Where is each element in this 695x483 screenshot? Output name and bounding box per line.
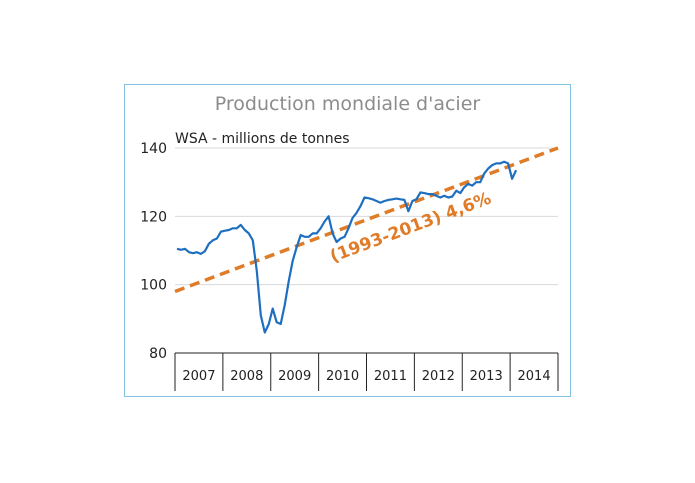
y-tick-label: 140 [140,141,167,157]
y-tick-label: 100 [140,278,167,294]
series-group [176,160,518,334]
x-tick-label: 2013 [470,369,503,384]
trend-label: (1993-2013) 4,6% [327,189,493,267]
x-tick-label: 2012 [422,369,455,384]
trend-line-group: (1993-2013) 4,6% [174,146,559,294]
trend-line [174,146,559,294]
y-axis-label: WSA - millions de tonnes [175,131,350,147]
y-tick-label: 120 [140,209,167,225]
axes: 80 100 120 140 2007 2008 2009 2010 2011 2012 2013 2… [140,141,559,391]
x-tick-label: 2007 [182,369,215,384]
series-line [176,160,518,334]
chart-svg: 80 100 120 140 2007 2008 2009 2010 2011 2012 2013 2… [140,131,559,391]
x-tick-label: 2011 [374,369,407,384]
x-tick-label: 2008 [230,369,263,384]
y-tick-label: 80 [149,346,167,362]
gridlines [175,147,558,286]
x-tick-label: 2010 [326,369,359,384]
x-tick-label: 2014 [518,369,551,384]
x-tick-label: 2009 [278,369,311,384]
chart-frame: Production mondiale d'acier 80 100 120 140 2… [124,84,571,397]
chart-title: Production mondiale d'acier [214,93,481,115]
